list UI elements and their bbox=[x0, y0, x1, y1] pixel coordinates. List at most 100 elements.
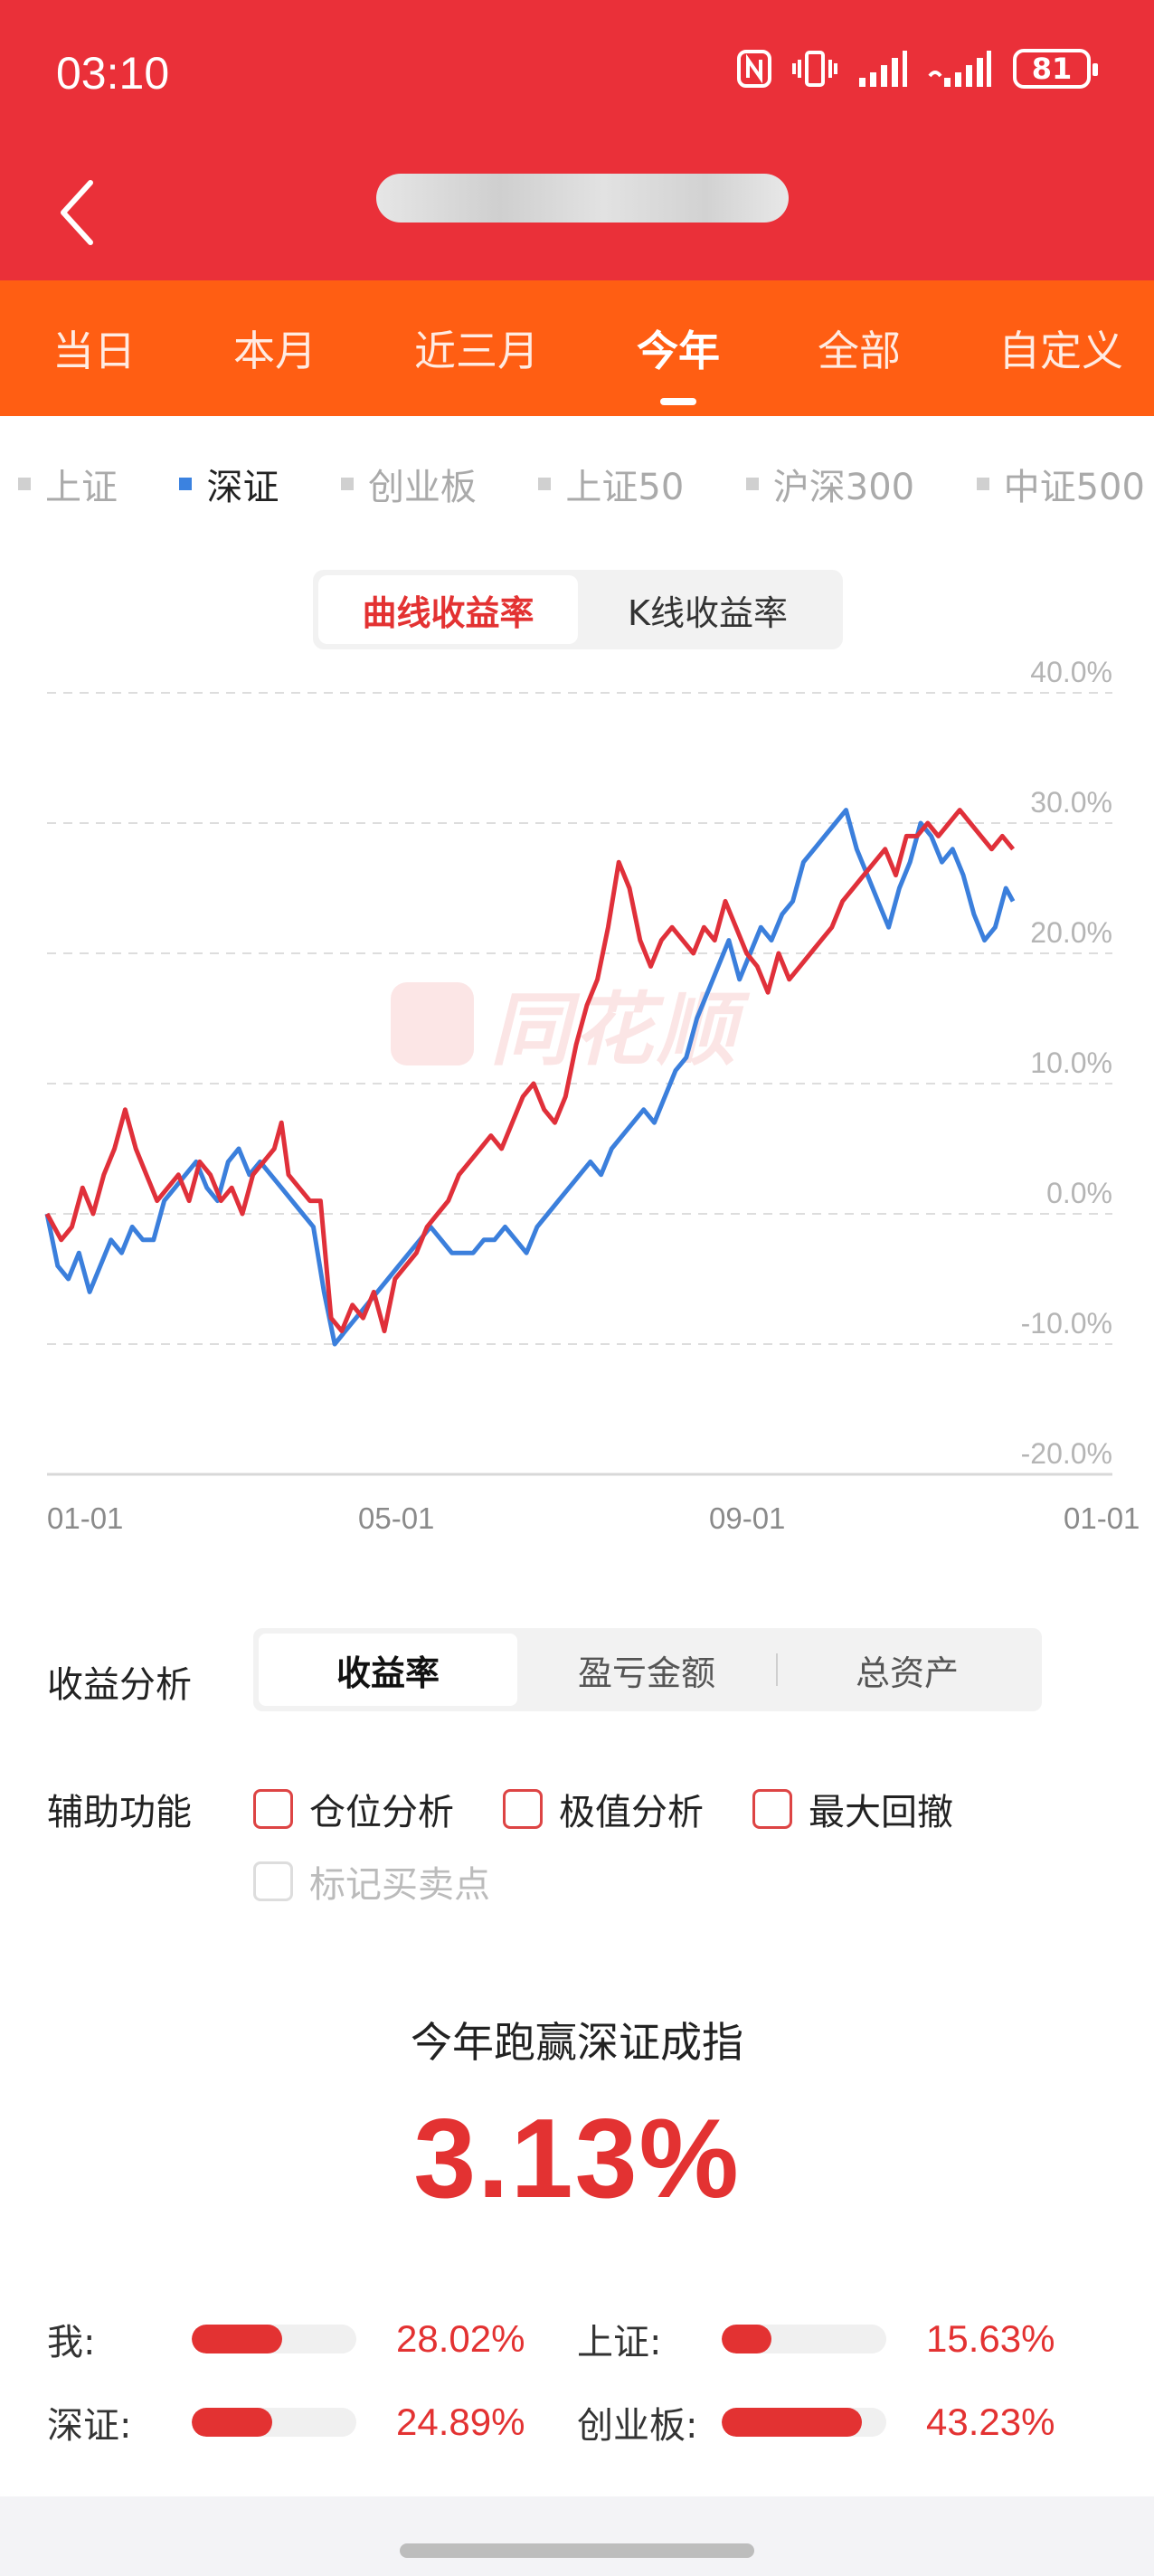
legend-marker bbox=[340, 478, 354, 490]
tab-total-assets[interactable]: 总资产 bbox=[855, 1653, 959, 1693]
stat-shenzhen: 深证: 24.89% bbox=[47, 2396, 577, 2448]
extreme-analysis-checkbox[interactable]: 极值分析 bbox=[503, 1783, 704, 1835]
tab-all[interactable]: 全部 bbox=[818, 327, 901, 375]
tab-profit-loss[interactable]: 盈亏金额 bbox=[577, 1653, 715, 1693]
checkbox-box bbox=[253, 1789, 293, 1829]
legend-label: 沪深300 bbox=[772, 467, 915, 508]
stat-value: 15.63% bbox=[926, 2317, 1055, 2360]
return-chart[interactable]: 同花顺 40.0% 30.0% 20.0% 10.0% 0.0% -10.0% -20.0%… bbox=[0, 651, 1154, 1556]
summary-value: 3.13% bbox=[413, 2097, 741, 2221]
clock: 03:10 bbox=[56, 48, 170, 99]
nfc-icon bbox=[737, 50, 771, 88]
summary-title: 今年跑赢深证成指 bbox=[411, 2018, 743, 2067]
stat-bar bbox=[192, 2325, 356, 2353]
y-tick-label: 0.0% bbox=[1046, 1177, 1112, 1209]
index-legend: 上证 深证 创业板 上证50 沪深300 中证500 bbox=[18, 458, 1145, 510]
back-arrow-icon[interactable] bbox=[52, 172, 107, 253]
bottom-strip bbox=[0, 2496, 1154, 2576]
y-tick-label: 40.0% bbox=[1030, 656, 1112, 688]
checkbox-label: 仓位分析 bbox=[309, 1792, 454, 1833]
x-tick-label: 05-01 bbox=[358, 1501, 434, 1535]
y-tick-label: 30.0% bbox=[1030, 786, 1112, 819]
legend-marker bbox=[976, 478, 989, 490]
checkbox-box bbox=[503, 1789, 543, 1829]
tab-custom[interactable]: 自定义 bbox=[998, 327, 1123, 375]
legend-marker bbox=[18, 478, 31, 490]
legend-label: 创业板 bbox=[367, 467, 477, 508]
checkbox-label: 极值分析 bbox=[559, 1792, 704, 1833]
status-icons: 81 bbox=[736, 49, 1098, 89]
legend-label: 上证 bbox=[45, 467, 118, 508]
stat-bar-fill bbox=[722, 2325, 771, 2353]
legend-sse50[interactable]: 上证50 bbox=[538, 458, 684, 510]
stat-label: 上证: bbox=[577, 2322, 662, 2363]
kline-return-button[interactable]: K线收益率 bbox=[628, 592, 788, 633]
stat-bar bbox=[192, 2408, 356, 2437]
tab-this-month[interactable]: 本月 bbox=[233, 327, 317, 375]
analysis-label: 收益分析 bbox=[47, 1664, 192, 1706]
stat-value: 43.23% bbox=[926, 2401, 1055, 2443]
legend-marker bbox=[538, 478, 552, 490]
signal-icon-1 bbox=[859, 51, 907, 87]
x-tick-label: 01-01 bbox=[47, 1501, 123, 1535]
y-tick-label: 10.0% bbox=[1030, 1046, 1112, 1079]
line-chart-svg: 40.0% 30.0% 20.0% 10.0% 0.0% -10.0% -20.0% 01-0… bbox=[44, 656, 1140, 1535]
legend-label: 深证 bbox=[206, 467, 279, 508]
stat-value: 28.02% bbox=[396, 2317, 525, 2360]
tab-today[interactable]: 当日 bbox=[52, 327, 136, 375]
series-line-mine bbox=[44, 808, 1016, 1334]
stat-bar-fill bbox=[192, 2408, 273, 2437]
stat-label: 创业板: bbox=[577, 2405, 698, 2447]
curve-return-button[interactable]: 曲线收益率 bbox=[318, 575, 578, 644]
legend-marker bbox=[745, 478, 759, 490]
redacted-title bbox=[376, 174, 789, 223]
legend-shenzhen[interactable]: 深证 bbox=[179, 458, 279, 510]
stat-mine: 我: 28.02% bbox=[47, 2313, 577, 2365]
stat-value: 24.89% bbox=[396, 2401, 525, 2443]
analysis-tabs: 收益率 盈亏金额 总资产 bbox=[253, 1628, 1042, 1711]
legend-label: 中证500 bbox=[1003, 467, 1145, 508]
chart-type-toggle: 曲线收益率 K线收益率 bbox=[313, 570, 843, 649]
tab-return-rate[interactable]: 收益率 bbox=[259, 1634, 517, 1706]
stat-bar-fill bbox=[192, 2325, 283, 2353]
checkbox-box bbox=[253, 1861, 293, 1901]
battery-level: 81 bbox=[1031, 52, 1073, 86]
checkbox-box bbox=[752, 1789, 792, 1829]
position-analysis-checkbox[interactable]: 仓位分析 bbox=[253, 1783, 454, 1835]
status-bar: 03:10 81 bbox=[0, 0, 1154, 145]
checkbox-label: 标记买卖点 bbox=[309, 1864, 490, 1906]
legend-label: 上证50 bbox=[565, 467, 685, 508]
legend-marker bbox=[179, 478, 193, 490]
stat-chinext: 创业板: 43.23% bbox=[577, 2396, 1107, 2448]
comparison-stats: 我: 28.02% 上证: 15.63% 深证: 24.89% 创业板: 43.… bbox=[47, 2297, 1114, 2464]
stat-bar bbox=[722, 2408, 886, 2437]
vibrate-icon bbox=[792, 51, 837, 87]
legend-csi300[interactable]: 沪深300 bbox=[745, 458, 915, 510]
tab-three-months[interactable]: 近三月 bbox=[414, 327, 539, 375]
legend-chinext[interactable]: 创业板 bbox=[340, 458, 477, 510]
aux-label: 辅助功能 bbox=[47, 1792, 192, 1833]
battery-icon: 81 bbox=[1013, 49, 1098, 89]
stat-bar-fill bbox=[722, 2408, 862, 2437]
x-tick-label: 01-01 bbox=[1064, 1501, 1140, 1535]
mark-trades-checkbox: 标记买卖点 bbox=[253, 1855, 490, 1908]
return-analysis: 收益分析 收益率 盈亏金额 总资产 bbox=[47, 1628, 1114, 1735]
y-tick-label: 20.0% bbox=[1030, 916, 1112, 949]
stat-label: 我: bbox=[47, 2322, 96, 2363]
title-bar bbox=[0, 145, 1154, 280]
stat-label: 深证: bbox=[47, 2405, 132, 2447]
tab-this-year[interactable]: 今年 bbox=[637, 318, 720, 378]
stat-bar bbox=[722, 2325, 886, 2353]
legend-shanghai[interactable]: 上证 bbox=[18, 458, 118, 510]
home-indicator[interactable] bbox=[400, 2543, 754, 2558]
divider bbox=[776, 1653, 778, 1686]
stat-shanghai: 上证: 15.63% bbox=[577, 2313, 1107, 2365]
max-drawdown-checkbox[interactable]: 最大回撤 bbox=[752, 1783, 953, 1835]
x-tick-label: 09-01 bbox=[709, 1501, 785, 1535]
period-tabs: 当日 本月 近三月 今年 全部 自定义 bbox=[0, 280, 1154, 416]
y-tick-label: -20.0% bbox=[1021, 1437, 1112, 1470]
series-line-shenzhen bbox=[44, 808, 1016, 1347]
aux-functions: 辅助功能 仓位分析 极值分析 最大回撤 标记买卖点 bbox=[47, 1773, 1114, 1918]
legend-csi500[interactable]: 中证500 bbox=[976, 458, 1145, 510]
